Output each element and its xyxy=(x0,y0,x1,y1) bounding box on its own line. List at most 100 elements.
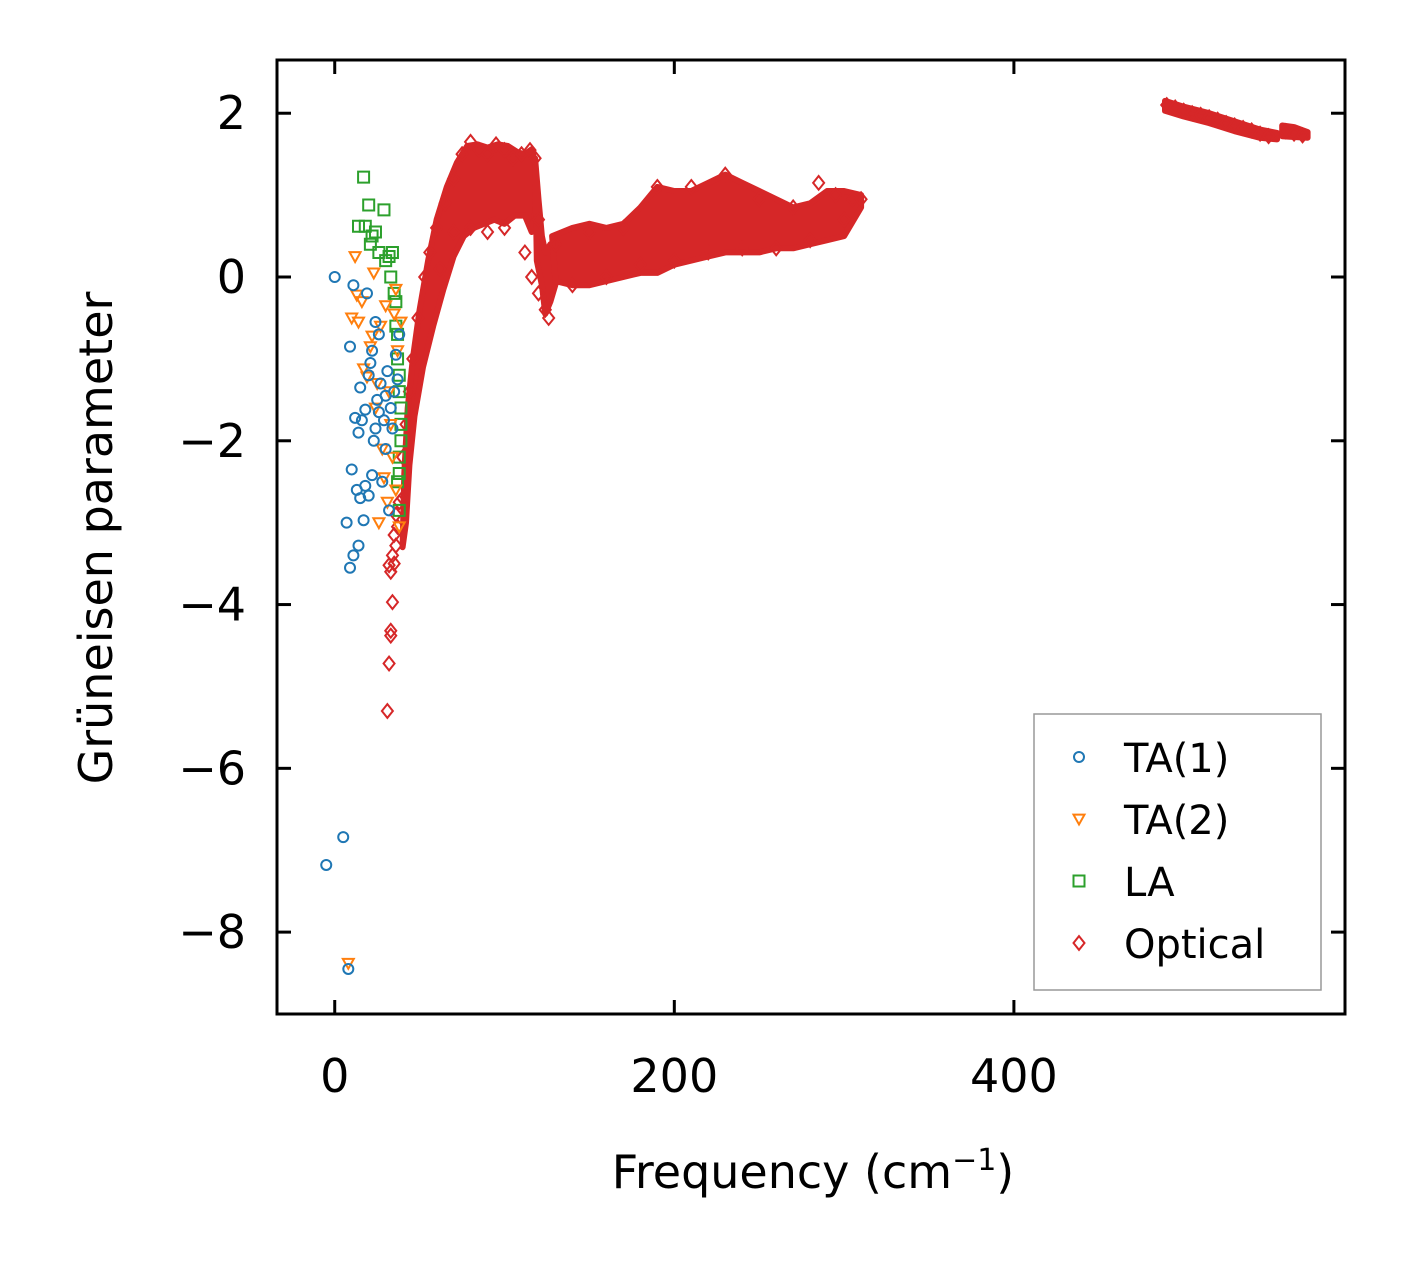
optical-band-layer xyxy=(399,97,1311,551)
point-optical xyxy=(382,655,396,672)
point-ta-2 xyxy=(385,451,400,465)
point-optical xyxy=(455,145,469,163)
point-ta-2 xyxy=(364,330,380,344)
optical-band-plateau xyxy=(549,171,865,289)
point-ta-2 xyxy=(347,251,363,265)
point-optical xyxy=(616,219,631,237)
legend-label-optical: Optical xyxy=(1124,922,1265,968)
point-la xyxy=(384,270,398,284)
point-optical xyxy=(463,219,478,237)
point-optical xyxy=(389,537,403,555)
point-ta-1 xyxy=(345,463,358,476)
point-ta-1 xyxy=(389,348,402,361)
y-tick-label: −6 xyxy=(178,741,246,795)
point-ta-1 xyxy=(352,539,365,552)
point-optical xyxy=(650,178,665,196)
point-la xyxy=(379,254,393,268)
legend-label-ta-1: TA(1) xyxy=(1123,736,1229,782)
legend-marker-ta-1 xyxy=(1073,751,1085,763)
point-optical xyxy=(433,260,447,278)
point-ta-2 xyxy=(381,386,397,400)
point-optical xyxy=(1261,127,1276,145)
point-la xyxy=(394,434,408,448)
point-la xyxy=(377,203,391,217)
point-ta-2 xyxy=(386,308,402,322)
point-ta-1 xyxy=(383,504,396,517)
point-optical xyxy=(1185,104,1199,122)
point-optical xyxy=(1287,125,1301,143)
point-optical xyxy=(1227,117,1242,134)
point-ta-2 xyxy=(388,484,404,498)
point-optical xyxy=(1202,108,1216,126)
y-tick-label: −4 xyxy=(178,578,246,632)
point-ta-1 xyxy=(366,469,379,482)
point-ta-1 xyxy=(359,403,372,416)
point-la xyxy=(392,385,406,399)
point-optical xyxy=(380,702,395,720)
point-optical xyxy=(463,133,478,151)
point-optical xyxy=(524,268,539,286)
point-la xyxy=(392,467,406,481)
legend: TA(1) TA(2) LA Optical xyxy=(1033,713,1322,991)
point-ta-2 xyxy=(366,267,381,281)
point-optical xyxy=(837,211,851,229)
legend-marker-la xyxy=(1072,874,1086,888)
point-la xyxy=(382,250,396,264)
point-optical xyxy=(599,268,614,286)
point-la xyxy=(357,170,371,184)
point-optical xyxy=(389,506,403,523)
point-ta-1 xyxy=(357,514,370,527)
point-ta-2 xyxy=(351,316,366,330)
legend-marker-ta-2 xyxy=(1071,813,1087,827)
point-ta-1 xyxy=(367,434,380,447)
point-optical xyxy=(480,223,495,241)
x-axis-label-close: ) xyxy=(996,1145,1014,1199)
point-optical xyxy=(531,211,546,229)
point-ta-1 xyxy=(381,365,394,378)
point-ta-1 xyxy=(352,426,365,439)
point-ta-1 xyxy=(362,369,375,382)
point-la xyxy=(394,417,408,431)
y-tick-label: 2 xyxy=(217,86,246,140)
point-ta-2 xyxy=(388,283,404,297)
point-ta-1 xyxy=(360,287,373,300)
point-optical xyxy=(1159,96,1174,114)
point-optical xyxy=(769,239,783,257)
point-optical xyxy=(423,243,437,261)
legend-label-ta-2: TA(2) xyxy=(1123,798,1229,844)
point-optical xyxy=(446,170,461,188)
point-la xyxy=(385,245,399,259)
point-optical xyxy=(803,231,817,249)
point-optical xyxy=(531,284,546,302)
point-optical xyxy=(854,190,868,208)
point-optical xyxy=(446,223,461,241)
point-ta-1 xyxy=(386,422,399,435)
point-ta-1 xyxy=(372,406,385,419)
point-optical xyxy=(1168,99,1182,116)
point-ta-1 xyxy=(377,414,390,427)
point-la xyxy=(368,225,382,239)
point-optical xyxy=(383,622,398,640)
point-optical xyxy=(582,223,597,241)
point-optical xyxy=(1244,121,1259,139)
point-optical xyxy=(402,383,417,401)
y-axis-label: Grüneisen parameter xyxy=(69,291,123,784)
point-optical xyxy=(1278,122,1293,140)
point-ta-2 xyxy=(356,363,371,377)
point-ta-1 xyxy=(362,489,375,502)
point-optical xyxy=(497,141,512,159)
point-ta-1 xyxy=(369,316,382,329)
point-optical xyxy=(438,194,452,212)
point-ta-1 xyxy=(354,381,367,394)
point-optical xyxy=(667,252,682,270)
point-ta-1 xyxy=(364,356,377,369)
point-optical xyxy=(701,243,716,261)
point-ta-1 xyxy=(372,328,385,341)
point-ta-1 xyxy=(344,340,357,353)
point-optical xyxy=(828,186,843,204)
point-ta-1 xyxy=(379,389,392,402)
point-optical xyxy=(565,276,580,294)
point-ta-1 xyxy=(344,561,357,574)
point-optical xyxy=(399,415,413,433)
legend-marker-optical xyxy=(1072,934,1086,952)
